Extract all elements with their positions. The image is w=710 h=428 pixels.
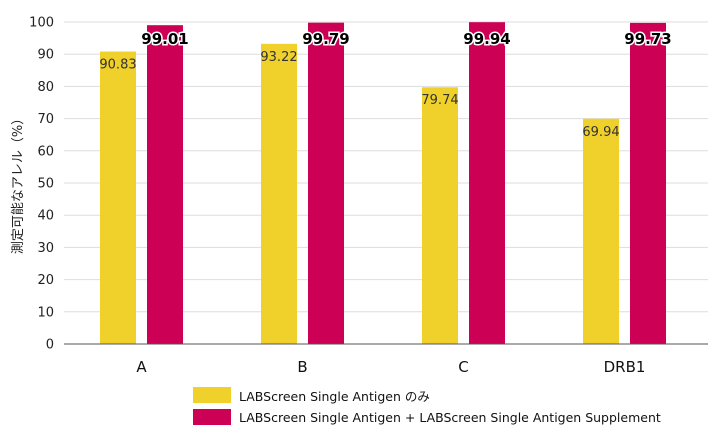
y-tick-label: 90: [37, 48, 54, 63]
y-tick-label: 80: [37, 80, 54, 95]
data-label-series-2: 99.73: [624, 30, 671, 48]
legend-item-series-2: LABScreen Single Antigen + LABScreen Sin…: [193, 406, 661, 428]
bar-series-1-a: [100, 51, 136, 344]
legend-swatch-series-2: [193, 409, 231, 425]
x-category-label: DRB1: [604, 358, 646, 376]
bar-series-2-b: [308, 22, 344, 344]
data-label-series-2: 99.94: [463, 30, 510, 48]
data-label-series-2: 99.01: [141, 30, 188, 48]
y-tick-label: 50: [37, 177, 54, 192]
data-label-series-1: 69.94: [582, 125, 619, 140]
bar-series-1-c: [422, 87, 458, 345]
y-tick-label: 10: [37, 305, 54, 320]
legend-label-series-1: LABScreen Single Antigen のみ: [239, 388, 430, 404]
x-axis-categories: A B C DRB1: [136, 358, 645, 376]
x-category-label: B: [297, 358, 307, 376]
y-tick-label: 100: [29, 16, 54, 31]
legend-label-series-2: LABScreen Single Antigen + LABScreen Sin…: [239, 409, 661, 425]
bars: [100, 22, 666, 345]
x-category-label: A: [136, 358, 147, 376]
y-tick-label: 20: [37, 273, 54, 288]
bar-series-1-b: [261, 43, 297, 344]
legend: LABScreen Single Antigen のみ LABScreen Si…: [193, 384, 661, 428]
y-tick-label: 0: [46, 338, 54, 353]
legend-swatch-series-1: [193, 387, 231, 403]
bar-series-2-c: [469, 22, 505, 344]
data-label-series-2: 99.79: [302, 30, 349, 48]
bar-series-2-a: [147, 25, 183, 344]
bar-series-2-drb1: [630, 22, 666, 345]
data-label-series-1: 79.74: [421, 93, 458, 108]
y-tick-label: 70: [37, 112, 54, 127]
y-axis-ticks: 0 10 20 30 40 50 60 70 80 90 100: [29, 16, 54, 353]
data-labels: 90.83 99.01 93.22 99.79 79.74 99.94 69.94 99.73: [99, 29, 673, 140]
y-tick-label: 60: [37, 144, 54, 159]
data-label-series-1: 90.83: [99, 58, 136, 73]
y-tick-label: 30: [37, 241, 54, 256]
data-label-series-1: 93.22: [260, 50, 297, 65]
x-category-label: C: [458, 358, 468, 376]
y-tick-label: 40: [37, 209, 54, 224]
y-axis-label: 測定可能なアレル（%）: [11, 112, 26, 254]
legend-item-series-1: LABScreen Single Antigen のみ: [193, 384, 661, 406]
bar-series-1-drb1: [583, 118, 619, 344]
